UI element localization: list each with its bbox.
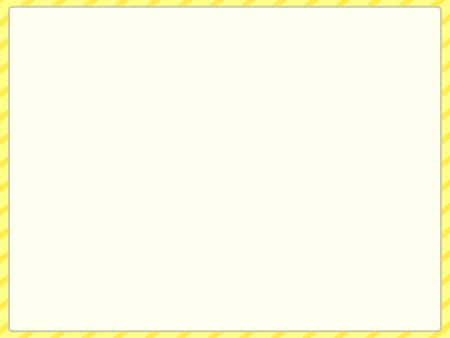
Text: α- oxidation of fatty acids: α- oxidation of fatty acids — [72, 255, 277, 269]
Text: •: • — [16, 129, 27, 148]
Text: •: • — [16, 77, 27, 95]
Text: produced by degradation of fatty acids: produced by degradation of fatty acids — [52, 153, 365, 168]
Text: ω- oxidation of fatty acids: ω- oxidation of fatty acids — [72, 280, 280, 295]
Text: Oxidation of Fatty Acids: Oxidation of Fatty Acids — [39, 22, 411, 49]
Text: (2): (2) — [22, 255, 42, 269]
Text: β- oxidation of fatty acid: β- oxidation of fatty acid — [72, 229, 269, 244]
Text: There are several types of fatty acids: There are several types of fatty acids — [22, 182, 323, 197]
Text: are an important source of: are an important source of — [128, 79, 348, 94]
Text: oxidation.: oxidation. — [52, 204, 131, 219]
Text: (3): (3) — [22, 280, 42, 294]
Text: (1): (1) — [22, 230, 42, 244]
Text: Oxidation is the process where energy is: Oxidation is the process where energy is — [32, 131, 359, 146]
Text: Fatty acids: Fatty acids — [32, 79, 130, 94]
Text: energy: energy — [52, 101, 115, 116]
